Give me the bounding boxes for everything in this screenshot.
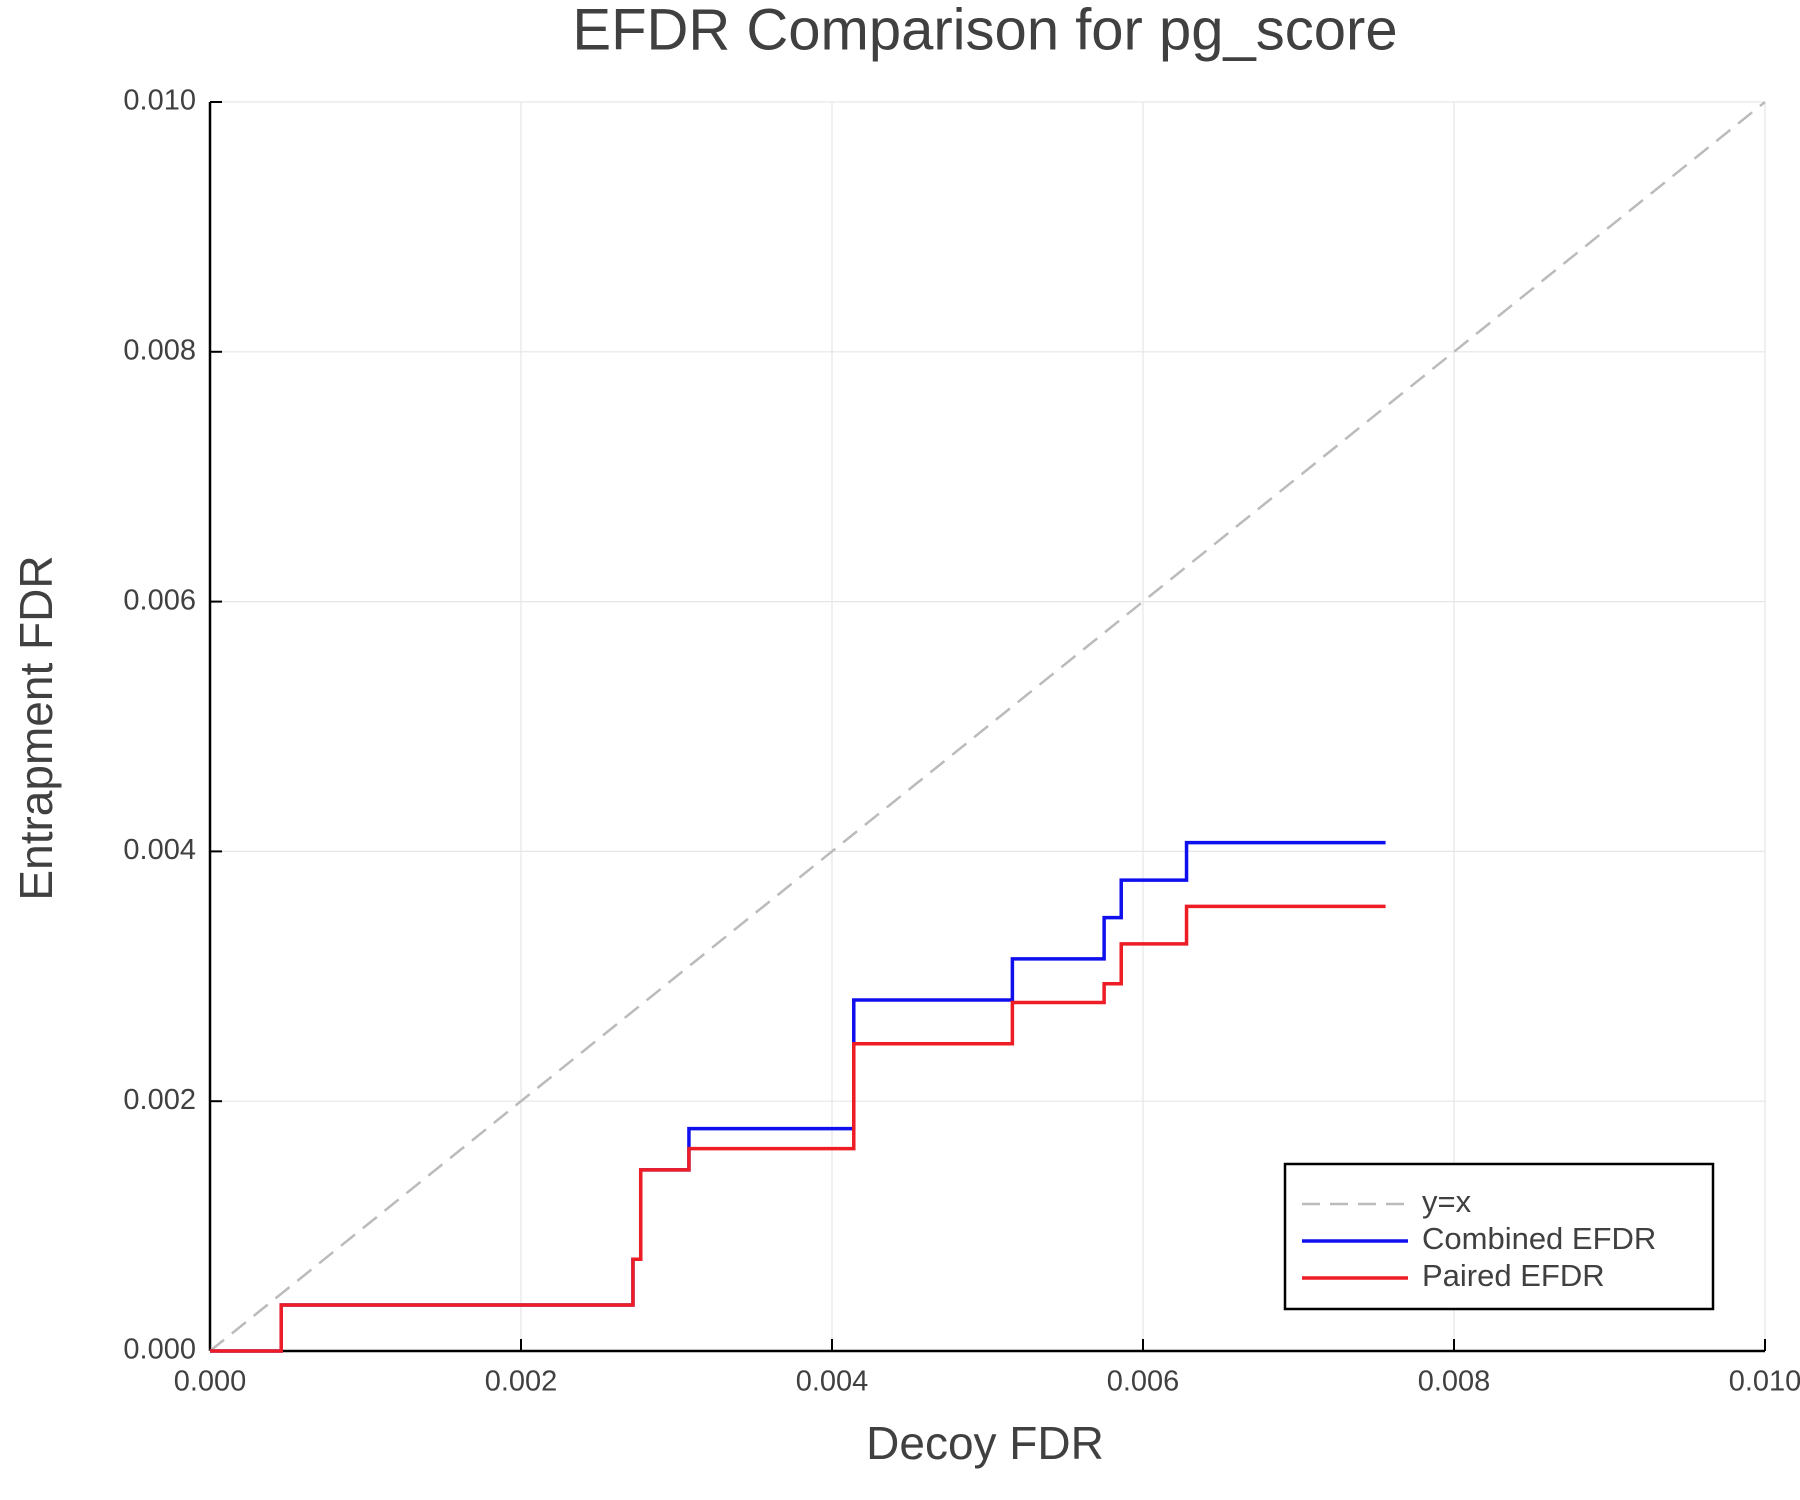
x-tick-label: 0.006 xyxy=(1107,1366,1180,1398)
x-tick-label: 0.002 xyxy=(485,1366,558,1398)
x-tick-label: 0.010 xyxy=(1729,1366,1800,1398)
series-line xyxy=(210,840,1386,1353)
y-tick-label: 0.008 xyxy=(123,334,196,366)
x-tick-label: 0.000 xyxy=(174,1366,247,1398)
x-tick-label: 0.004 xyxy=(796,1366,869,1398)
y-tick-label: 0.006 xyxy=(123,584,196,616)
series-line xyxy=(210,904,1386,1353)
chart-title: EFDR Comparison for pg_score xyxy=(572,0,1397,62)
x-axis-label: Decoy FDR xyxy=(866,1417,1104,1469)
y-tick-label: 0.002 xyxy=(123,1084,196,1116)
y-tick-label: 0.004 xyxy=(123,834,196,866)
series-line xyxy=(209,101,1766,1352)
legend-label: Combined EFDR xyxy=(1422,1221,1656,1256)
x-tick-label: 0.008 xyxy=(1418,1366,1491,1398)
y-tick-label: 0.010 xyxy=(123,85,196,117)
y-axis-label: Entrapment FDR xyxy=(10,555,62,900)
legend-label: Paired EFDR xyxy=(1422,1258,1605,1293)
y-tick-label: 0.000 xyxy=(123,1334,196,1366)
legend-box xyxy=(1283,1162,1715,1311)
legend-label: y=x xyxy=(1422,1184,1472,1219)
